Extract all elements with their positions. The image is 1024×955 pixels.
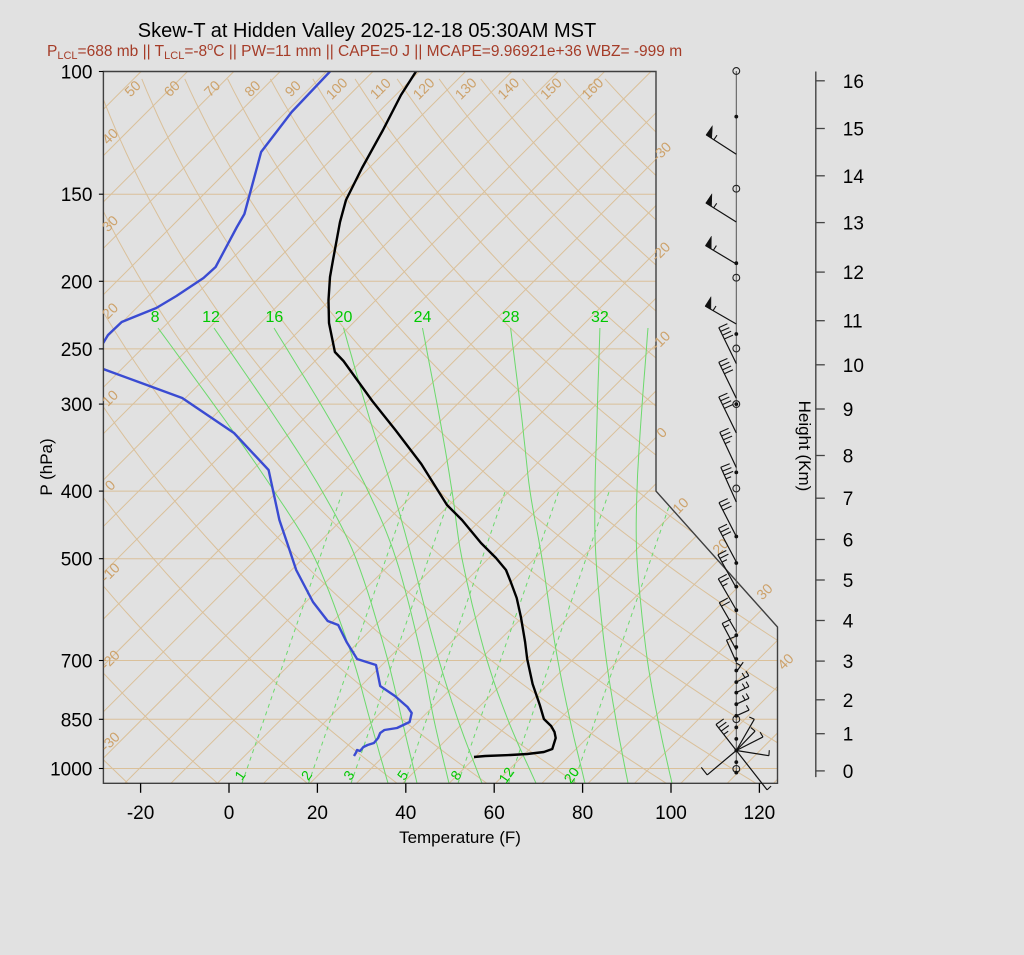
svg-text:150: 150 [61,185,93,206]
svg-text:11: 11 [843,312,863,333]
svg-text:28: 28 [502,309,520,326]
svg-text:2: 2 [843,691,854,712]
svg-text:80: 80 [572,803,593,824]
svg-text:120: 120 [744,803,776,824]
svg-text:500: 500 [61,550,93,571]
svg-text:5: 5 [843,571,854,592]
svg-text:8: 8 [843,447,854,468]
svg-text:Skew-T at Hidden Valley 2025-1: Skew-T at Hidden Valley 2025-12-18 05:30… [138,20,596,42]
svg-text:700: 700 [61,652,93,673]
svg-text:20: 20 [307,803,328,824]
svg-text:300: 300 [61,395,93,416]
svg-text:13: 13 [843,214,864,235]
svg-text:9: 9 [843,400,854,421]
svg-text:3: 3 [843,652,854,673]
svg-text:16: 16 [843,72,864,93]
svg-text:Height (Km): Height (Km) [795,401,814,492]
svg-text:250: 250 [61,340,93,361]
svg-text:PLCL=688 mb || TLCL=-8oC || PW: PLCL=688 mb || TLCL=-8oC || PW=11 mm || … [47,41,682,62]
svg-text:850: 850 [61,710,93,731]
svg-text:15: 15 [843,120,864,141]
svg-text:-20: -20 [127,803,154,824]
svg-text:100: 100 [61,63,93,84]
svg-text:400: 400 [61,482,93,503]
svg-text:24: 24 [414,309,432,326]
svg-text:4: 4 [843,612,854,633]
svg-text:200: 200 [61,272,93,293]
svg-text:20: 20 [335,309,353,326]
svg-text:16: 16 [266,309,284,326]
svg-text:0: 0 [224,803,235,824]
svg-text:60: 60 [484,803,505,824]
svg-text:10: 10 [843,356,864,377]
svg-text:100: 100 [655,803,687,824]
svg-text:12: 12 [843,263,864,284]
svg-text:12: 12 [202,309,220,326]
svg-text:1000: 1000 [50,760,92,781]
svg-text:0: 0 [843,762,854,783]
svg-text:1: 1 [843,725,854,746]
svg-text:7: 7 [843,489,854,510]
svg-text:P (hPa): P (hPa) [37,438,56,495]
svg-text:6: 6 [843,531,854,552]
svg-text:40: 40 [395,803,416,824]
svg-text:32: 32 [591,309,609,326]
svg-text:Temperature (F): Temperature (F) [399,828,521,847]
svg-text:8: 8 [151,309,160,326]
svg-text:14: 14 [843,167,865,188]
